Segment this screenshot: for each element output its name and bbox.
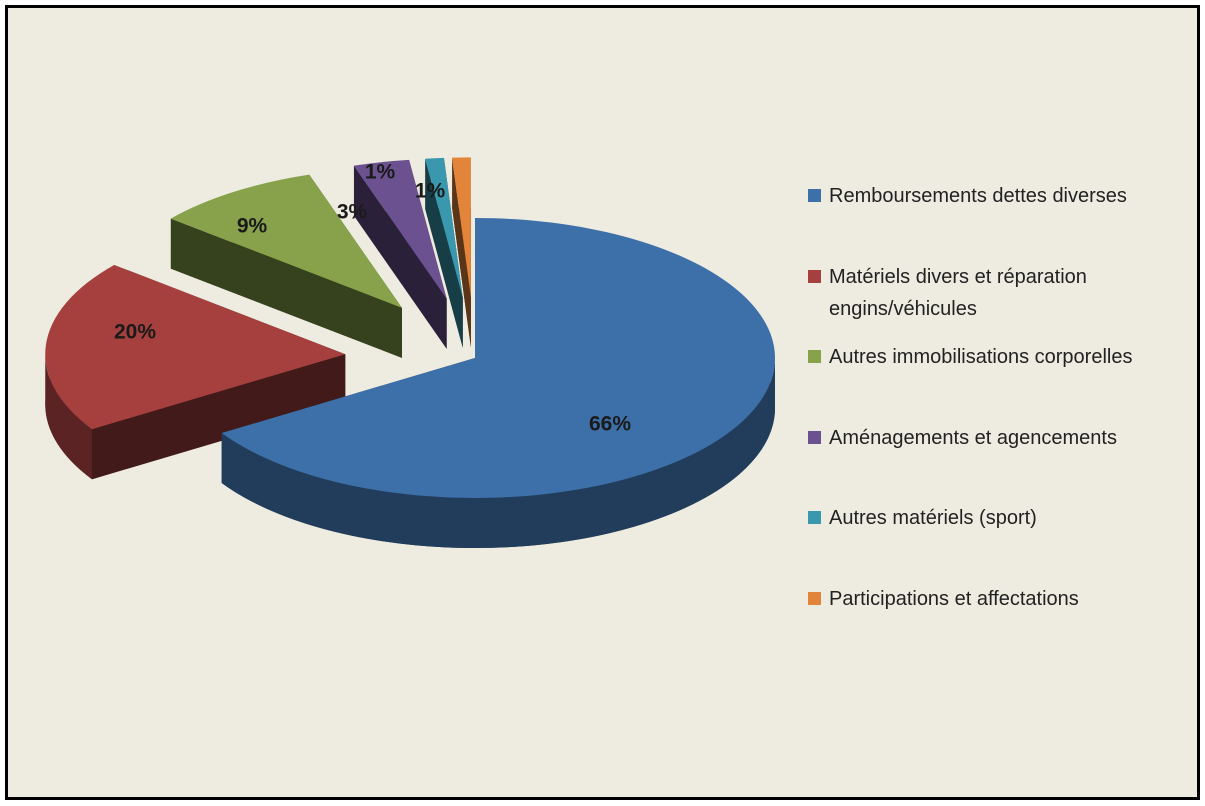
slice-wall [170,218,402,358]
legend-item: Participations et affectations [808,586,1153,615]
data-label: 3% [337,201,368,224]
data-label: 20% [114,321,156,344]
legend-swatch [808,350,821,363]
legend-swatch [808,511,821,524]
slice [353,159,447,299]
legend-swatch [808,591,821,605]
legend-label: Remboursements dettes diverses [829,185,1127,207]
legend-item: Matériels divers et réparation engins/vé… [808,264,1153,325]
slice [170,174,402,308]
data-label: 66% [589,413,631,436]
legend-label: Autres matériels (sport) [829,507,1037,529]
legend-swatch [808,189,821,202]
slice-wall [91,354,346,480]
legend-item: Remboursements dettes diverses [808,183,1153,212]
data-label: 1% [365,161,396,184]
legend-item: Autres matériels (sport) [808,505,1153,534]
data-label: 9% [237,215,268,238]
legend-swatch [808,269,821,283]
slice [425,157,463,298]
legend-label: Aménagements et agencements [829,426,1117,449]
legend-label: Autres immobilisations corporelles [829,346,1133,368]
data-label: 1% [415,180,446,203]
legend-item: Autres immobilisations corporelles [808,344,1153,373]
legend-label: Participations et affectations [829,587,1079,610]
slice [221,218,776,499]
slice [452,157,471,298]
legend-swatch [808,430,821,444]
legend-item: Aménagements et agencements [808,425,1153,454]
legend-label: Matériels divers et réparation engins/vé… [829,265,1087,320]
slice-wall [353,165,447,349]
slice [45,264,346,430]
slice-rim [45,354,92,480]
slice-wall [425,158,463,348]
slice-rim [221,358,776,548]
slice-wall [452,157,471,348]
